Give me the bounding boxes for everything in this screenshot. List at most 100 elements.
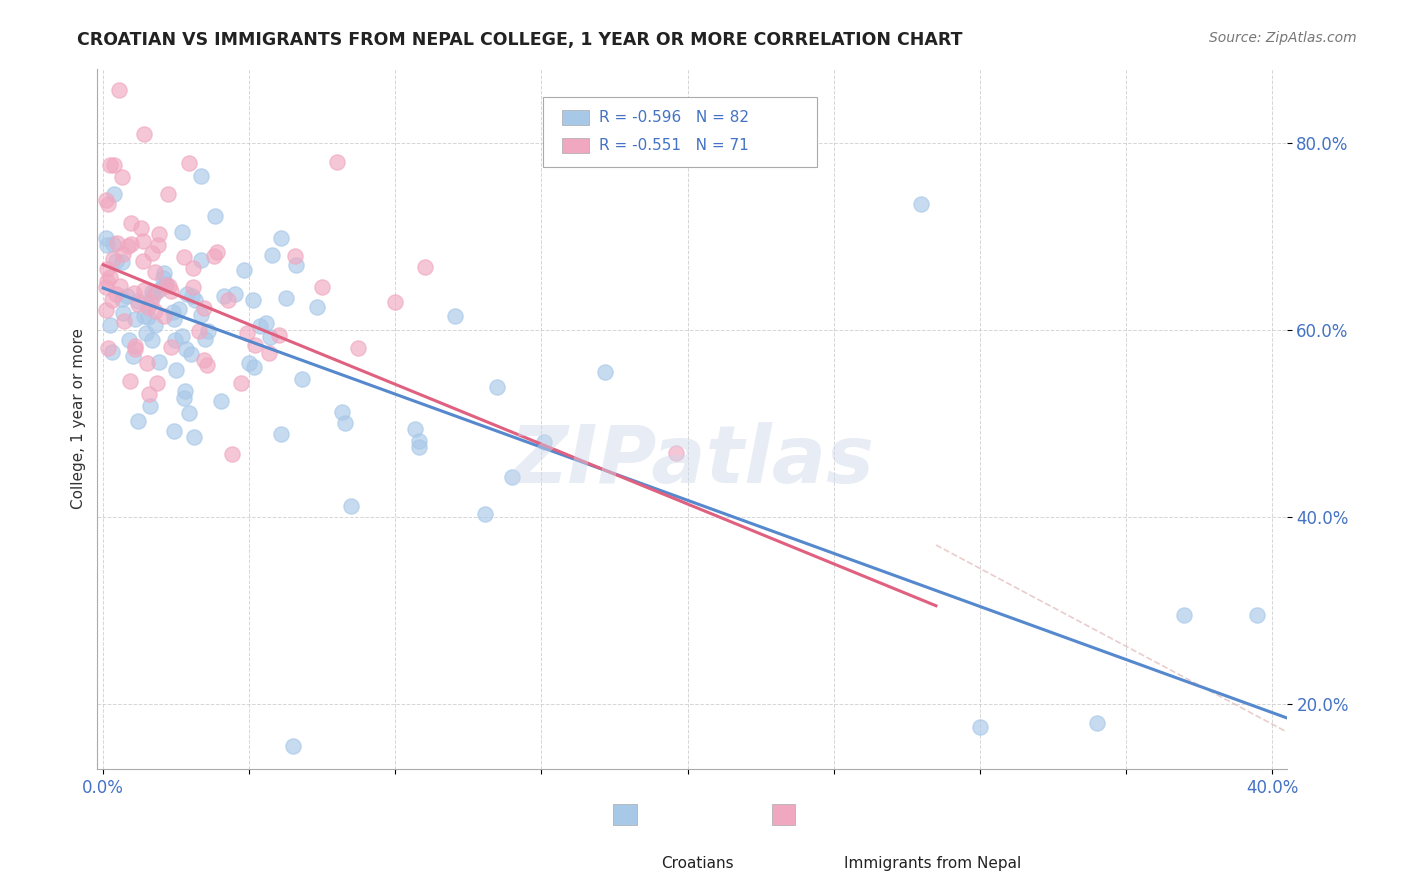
Point	[141, 285, 163, 299]
Point	[134, 309, 156, 323]
Point	[269, 327, 291, 342]
Point	[136, 310, 159, 325]
Point	[243, 359, 266, 374]
Point	[173, 391, 195, 405]
Point	[326, 155, 349, 169]
Point	[148, 355, 170, 369]
Point	[204, 210, 226, 224]
Point	[118, 333, 141, 347]
Point	[249, 319, 271, 334]
Point	[180, 346, 202, 360]
Point	[160, 340, 183, 354]
Point	[120, 374, 142, 388]
Point	[284, 249, 307, 263]
Text: Immigrants from Nepal: Immigrants from Nepal	[844, 856, 1021, 871]
Point	[131, 235, 153, 249]
Point	[122, 349, 145, 363]
Point	[162, 305, 184, 319]
Point	[101, 236, 124, 251]
Point	[152, 271, 174, 285]
Point	[117, 238, 139, 252]
Point	[135, 326, 157, 341]
Point	[245, 338, 267, 352]
Point	[103, 252, 125, 267]
Point	[111, 247, 134, 261]
Point	[174, 342, 197, 356]
Point	[212, 289, 235, 303]
Point	[100, 158, 122, 172]
Point	[124, 342, 146, 356]
Point	[404, 422, 426, 436]
Point	[311, 280, 333, 294]
Point	[94, 193, 117, 207]
Point	[146, 376, 169, 391]
Point	[224, 287, 246, 301]
Point	[132, 254, 155, 268]
Point	[129, 221, 152, 235]
Point	[160, 284, 183, 298]
Point	[193, 352, 215, 367]
Point	[139, 399, 162, 413]
Text: R = -0.551   N = 71: R = -0.551 N = 71	[599, 138, 749, 153]
FancyBboxPatch shape	[772, 805, 796, 824]
Point	[101, 293, 124, 307]
Point	[149, 282, 172, 296]
Point	[176, 287, 198, 301]
Point	[238, 356, 260, 370]
Point	[167, 301, 190, 316]
Point	[145, 285, 167, 300]
Point	[177, 156, 200, 170]
Point	[281, 739, 304, 753]
Point	[96, 238, 118, 252]
Point	[190, 308, 212, 322]
Point	[127, 297, 149, 311]
Point	[105, 236, 128, 251]
Point	[173, 250, 195, 264]
Point	[190, 253, 212, 268]
Point	[163, 424, 186, 438]
Point	[1085, 715, 1108, 730]
Point	[141, 246, 163, 260]
Point	[665, 446, 688, 460]
Text: Source: ZipAtlas.com: Source: ZipAtlas.com	[1209, 31, 1357, 45]
Point	[100, 318, 122, 332]
Point	[104, 253, 127, 268]
Point	[153, 310, 176, 324]
Point	[120, 236, 142, 251]
Point	[97, 341, 120, 355]
FancyBboxPatch shape	[562, 138, 589, 153]
Point	[346, 341, 368, 355]
Point	[183, 280, 205, 294]
Point	[270, 427, 292, 442]
Point	[111, 170, 134, 185]
Point	[111, 255, 134, 269]
Point	[340, 499, 363, 513]
Point	[307, 301, 329, 315]
Point	[157, 278, 180, 293]
Point	[98, 270, 121, 285]
Point	[153, 266, 176, 280]
Point	[221, 447, 243, 461]
Point	[270, 231, 292, 245]
Point	[143, 265, 166, 279]
Point	[233, 263, 256, 277]
Point	[202, 249, 225, 263]
Point	[108, 83, 131, 97]
Point	[101, 344, 124, 359]
Point	[262, 248, 284, 262]
Point	[205, 244, 228, 259]
Point	[153, 277, 176, 292]
Point	[146, 237, 169, 252]
Point	[172, 328, 194, 343]
Point	[103, 186, 125, 201]
Point	[284, 258, 307, 272]
Point	[188, 324, 211, 338]
Point	[165, 333, 187, 347]
Point	[197, 324, 219, 338]
Point	[242, 293, 264, 307]
Point	[335, 416, 357, 430]
Point	[1173, 608, 1195, 623]
Point	[218, 293, 240, 308]
Point	[138, 300, 160, 314]
Point	[209, 394, 232, 409]
